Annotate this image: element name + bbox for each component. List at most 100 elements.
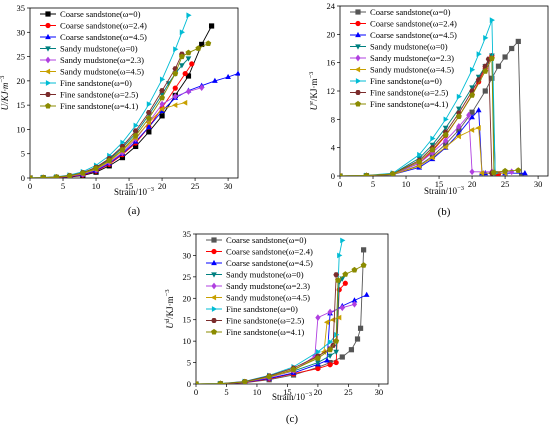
legend-label: Sandy mudstone(ω=0) bbox=[370, 42, 448, 52]
data-point bbox=[235, 70, 240, 76]
legend-item: Sandy mudstone(ω=4.5) bbox=[40, 67, 144, 77]
x-tick-label: 5 bbox=[224, 387, 228, 397]
data-point bbox=[185, 49, 192, 56]
data-point bbox=[360, 262, 367, 268]
data-point bbox=[315, 360, 321, 366]
y-axis-label-superscript: d bbox=[164, 318, 171, 322]
data-point bbox=[363, 291, 370, 297]
data-point bbox=[199, 41, 205, 48]
data-point bbox=[455, 133, 461, 140]
legend-label: Fine sandstone(ω=4.1) bbox=[370, 99, 448, 109]
x-axis-label: Strain/10−3 bbox=[114, 186, 154, 197]
y-tick-label: 30 bbox=[17, 27, 26, 37]
data-point bbox=[482, 88, 488, 94]
legend-item: Sandy mudstone(ω=4.5) bbox=[206, 293, 310, 303]
data-point bbox=[475, 107, 482, 113]
y-axis-label: Ud/KJ·m−3 bbox=[164, 289, 175, 328]
data-point bbox=[483, 35, 489, 41]
series-3 bbox=[340, 107, 528, 176]
y-axis-label: Ue/KJ·m−3 bbox=[308, 72, 319, 111]
data-point bbox=[482, 63, 489, 69]
legend-label: Fine sandstone(ω=4.1) bbox=[226, 327, 304, 337]
legend-label: Sandy mudstone(ω=0) bbox=[226, 270, 304, 280]
data-point bbox=[348, 347, 355, 353]
legend-label: Sandy mudstone(ω=2.3) bbox=[370, 53, 454, 63]
data-point bbox=[351, 300, 358, 308]
data-point bbox=[455, 106, 462, 112]
x-tick-label: 30 bbox=[375, 387, 384, 397]
legend-swatch-marker bbox=[211, 328, 217, 335]
x-axis-label-exponent: −3 bbox=[457, 185, 464, 192]
legend-label: Fine sandstone(ω=2.5) bbox=[60, 90, 138, 100]
legend-item: Coarse sandstone(ω=2.4) bbox=[206, 247, 313, 257]
y-tick-label: 10 bbox=[183, 336, 192, 346]
data-point bbox=[314, 355, 321, 361]
series-line bbox=[340, 20, 496, 176]
data-point bbox=[351, 266, 358, 273]
data-point bbox=[132, 132, 139, 139]
data-point bbox=[354, 336, 361, 342]
data-point bbox=[482, 68, 489, 74]
legend-swatch-marker bbox=[45, 22, 51, 29]
data-point bbox=[337, 252, 343, 259]
data-point bbox=[106, 157, 113, 164]
data-point bbox=[158, 106, 165, 112]
data-point bbox=[53, 174, 60, 178]
data-point bbox=[185, 88, 192, 95]
data-point bbox=[333, 359, 339, 366]
legend-swatch-marker bbox=[45, 56, 51, 64]
legend-swatch-marker bbox=[45, 80, 52, 86]
data-point bbox=[442, 131, 449, 138]
legend-label: Fine sandstone(ω=2.5) bbox=[370, 88, 448, 98]
data-point bbox=[146, 129, 152, 135]
data-point bbox=[196, 380, 199, 384]
data-point bbox=[469, 92, 476, 98]
legend: Coarse sandstone(ω=0) Coarse sandstone(ω=… bbox=[40, 9, 147, 111]
legend-swatch-marker bbox=[355, 31, 361, 38]
y-tick-label: 8 bbox=[331, 114, 335, 124]
data-point bbox=[159, 113, 165, 119]
data-point bbox=[30, 174, 33, 178]
data-point bbox=[172, 85, 178, 91]
data-point bbox=[416, 163, 422, 169]
x-tick-label: 10 bbox=[92, 181, 101, 191]
data-point bbox=[266, 373, 273, 380]
legend-swatch-marker bbox=[355, 90, 361, 95]
legend-item: Fine sandstone(ω=2.5) bbox=[40, 90, 138, 100]
y-axis-label-symbol: U bbox=[309, 103, 319, 110]
legend-label: Coarse sandstone(ω=2.4) bbox=[60, 21, 147, 31]
x-tick-label: 20 bbox=[158, 181, 167, 191]
legend-swatch-marker bbox=[355, 78, 362, 84]
legend-item: Fine sandstone(ω=0) bbox=[40, 78, 132, 88]
data-point bbox=[217, 380, 224, 384]
data-point bbox=[208, 23, 215, 29]
data-point bbox=[189, 61, 195, 67]
legend: Coarse sandstone(ω=0) Coarse sandstone(ω=… bbox=[206, 235, 313, 337]
x-tick-label: 0 bbox=[28, 181, 32, 191]
data-point bbox=[455, 113, 462, 120]
y-axis-label-unit: /KJ·m bbox=[309, 79, 319, 102]
x-tick-label: 30 bbox=[224, 181, 233, 191]
series-line bbox=[30, 43, 209, 178]
y-tick-label: 20 bbox=[183, 293, 192, 303]
x-tick-label: 10 bbox=[253, 387, 262, 397]
data-point bbox=[456, 93, 462, 100]
data-point bbox=[333, 272, 340, 278]
legend-item: Sandy mudstone(ω=2.3) bbox=[350, 53, 454, 63]
data-point bbox=[93, 165, 99, 171]
legend-swatch-marker bbox=[211, 237, 217, 243]
y-tick-label: 25 bbox=[17, 52, 26, 62]
y-axis-label-exponent: −3 bbox=[308, 72, 315, 79]
data-point bbox=[182, 99, 188, 106]
data-point bbox=[178, 53, 185, 60]
data-point bbox=[66, 172, 73, 178]
legend-swatch-marker bbox=[45, 33, 51, 40]
data-point bbox=[488, 55, 495, 61]
x-axis-label-exponent: −3 bbox=[147, 186, 154, 193]
y-tick-label: 15 bbox=[183, 315, 192, 325]
data-point bbox=[335, 277, 341, 283]
y-tick-label: 35 bbox=[183, 229, 192, 239]
y-tick-label: 5 bbox=[21, 149, 25, 159]
legend-item: Sandy mudstone(ω=2.3) bbox=[206, 281, 310, 291]
panel-label: (c) bbox=[286, 413, 299, 425]
